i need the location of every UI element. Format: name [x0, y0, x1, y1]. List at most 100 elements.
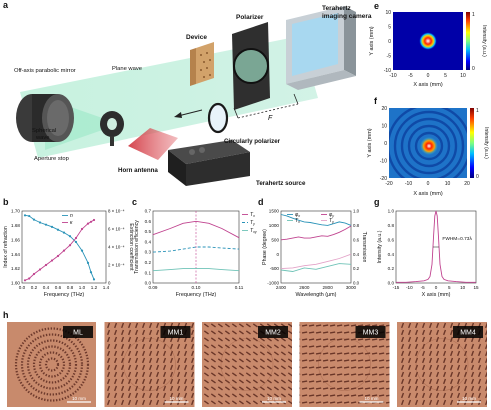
sample-label: MM3: [363, 330, 379, 337]
chart-c-series-line: [152, 246, 240, 253]
aperture-stop: [100, 111, 124, 146]
sample-label: MM2: [265, 330, 281, 337]
chart-b-series-line: [24, 214, 95, 280]
chart-b-y2label: Extinction coefficient: [128, 223, 134, 271]
chart-g-ytick: 0.8: [388, 223, 395, 228]
map-f-spot: [420, 137, 438, 155]
sample-label-bg: [160, 326, 191, 338]
chart-d-ytick: 500: [271, 237, 279, 242]
chart-g-xtick: 15: [473, 285, 479, 290]
chart-b-point: [86, 261, 90, 264]
map-f-xlabel: X axis (mm): [413, 191, 443, 197]
sample-ring: [14, 327, 90, 402]
chart-b-point: [74, 236, 78, 240]
panel-letter-b: b: [3, 197, 9, 207]
chart-b-point: [68, 244, 72, 247]
panel-letter-e: e: [374, 1, 379, 11]
chart-b-xtick: 1.2: [91, 285, 98, 290]
chart-b-frame: [21, 210, 107, 284]
chart-b-point: [38, 268, 42, 271]
chart-c-xlabel: Frequency (THz): [176, 292, 217, 298]
scalebar-label: 10 mm: [462, 396, 476, 401]
label-circ-polarizer: Circularly polarizer: [224, 138, 281, 145]
label-mirror: Off-axis parabolic mirror: [14, 68, 76, 74]
chart-b-point: [38, 221, 42, 224]
map-e-xtick: 0: [427, 73, 430, 79]
chart-g: -15 -10 -5 0 5 10 15 1.0 0.8 0.6 0.4 0.2 0.0 X axis (…: [377, 209, 479, 298]
scalebar-label: 10 mm: [364, 396, 378, 401]
chart-g-xlabel: X axis (mm): [422, 292, 451, 298]
chart-c-ylabel: Transmission efficiency: [134, 220, 140, 274]
panel-letter-h: h: [3, 310, 9, 320]
chart-b-ytick: 1.60: [11, 281, 20, 286]
map-f-ring: [393, 110, 465, 178]
map-e-xtick: 5: [444, 73, 447, 79]
chart-b-ytick: 1.68: [11, 223, 20, 228]
map-f-ring: [407, 124, 451, 168]
chart-b-xtick: 0.4: [43, 285, 50, 290]
map-f-ytick: -10: [380, 159, 387, 165]
chart-b-ytick: 1.64: [11, 252, 20, 257]
chart-b-point: [50, 259, 54, 262]
chart-b-point: [56, 254, 60, 258]
map-e-spot: [419, 32, 437, 50]
sample-label-bg: [355, 326, 386, 338]
chart-g-xtick: 10: [460, 285, 466, 290]
map-f-cbar-tick: 0: [476, 174, 479, 180]
chart-g-ytick: 1.0: [388, 209, 395, 214]
panel-letter-f: f: [374, 96, 378, 106]
chart-d-y2tick: 0.4: [353, 252, 360, 257]
sample-label: MM4: [460, 330, 476, 337]
thz-source: [168, 140, 250, 186]
map-e-xtick: 10: [460, 73, 466, 79]
map-f-ylabel: Y axis (mm): [367, 128, 373, 157]
chart-c-legend-label: Txy: [250, 228, 257, 234]
chart-c-ytick: 0.5: [145, 229, 152, 234]
chart-d-series-line: [280, 225, 352, 241]
chart-b-point: [80, 227, 84, 231]
map-e-ytick: 0: [388, 39, 391, 45]
sample-mm3: MM3 10 mm: [299, 322, 390, 407]
map-f-ytick: -20: [380, 176, 387, 182]
sample-label: ML: [73, 330, 83, 337]
chart-b-legend-label: n: [70, 213, 73, 219]
label-horn: Horn antenna: [118, 167, 158, 174]
chart-c-ytick: 0.4: [145, 239, 152, 244]
chart-b-point: [23, 279, 27, 282]
chart-c-xtick: 0.11: [235, 285, 244, 290]
map-f-ytick: 20: [381, 106, 387, 112]
chart-b-xtick: 0.8: [67, 285, 74, 290]
sample-swirl: [123, 338, 176, 391]
chart-d-xtick: 2800: [323, 285, 334, 290]
chart-b-point: [44, 263, 48, 267]
map-f-ring: [400, 117, 458, 175]
map-e-cbar-tick: 0: [472, 66, 475, 72]
panel-a-setup: F Device Polarizer Terahertz imaging came…: [14, 5, 372, 187]
chart-b-ytick: 1.62: [11, 266, 20, 271]
label-camera: Terahertz imaging camera: [322, 5, 372, 20]
map-f-ring: [414, 131, 444, 161]
chart-g-ytick: 0.4: [388, 252, 395, 257]
sample-label-bg: [453, 326, 483, 338]
parabolic-mirror: [16, 94, 74, 142]
chart-b-point: [32, 272, 36, 276]
map-e-ytick: 5: [388, 25, 391, 31]
chart-d-ytick: -500: [270, 266, 280, 271]
chart-c-ytick: 0.0: [145, 281, 152, 286]
map-f-ytick: 0: [384, 141, 387, 147]
label-source: Terahertz source: [256, 180, 306, 187]
sample-mm1: MM1 10 mm: [104, 322, 195, 407]
label-polarizer: Polarizer: [236, 14, 264, 21]
chart-c-ytick: 0.1: [145, 270, 152, 275]
chart-d-ytick: 0: [276, 252, 279, 257]
chart-d-y2tick: 0.6: [353, 237, 360, 242]
chart-d-y2tick: 0.8: [353, 223, 360, 228]
label-device: Device: [186, 34, 207, 41]
chart-b-point: [23, 214, 27, 217]
chart-c-ytick: 0.7: [145, 209, 152, 214]
chart-d-legend-label: Tx: [295, 218, 300, 224]
panel-letter-g: g: [374, 197, 380, 207]
thz-camera: [286, 6, 356, 90]
